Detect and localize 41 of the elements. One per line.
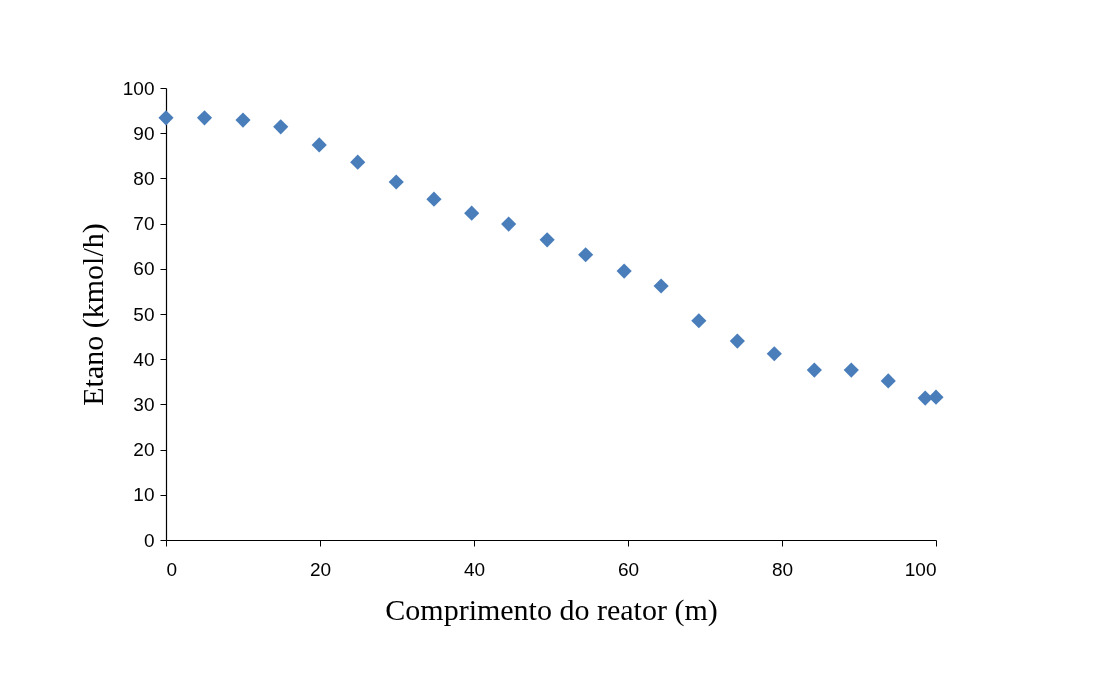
y-tick-label: 10 — [133, 484, 155, 506]
point — [729, 333, 745, 349]
y-axis-title: Etano (kmol/h) — [75, 223, 110, 406]
y-tick-label: 90 — [133, 122, 155, 144]
point — [880, 373, 896, 389]
point — [766, 346, 782, 362]
x-tick-label: 80 — [771, 558, 794, 580]
point — [350, 154, 366, 170]
y-tick-label: 40 — [133, 348, 155, 370]
point — [806, 362, 822, 378]
point — [578, 247, 594, 263]
point — [691, 313, 707, 329]
y-tick-label: 80 — [133, 167, 155, 189]
y-tick-label: 100 — [122, 77, 155, 99]
point — [158, 110, 174, 126]
x-tick-label: 0 — [166, 558, 178, 580]
point — [196, 110, 213, 126]
point — [928, 389, 944, 405]
y-tick-label: 20 — [133, 439, 155, 461]
x-tick-label: 20 — [309, 558, 332, 580]
point — [616, 263, 632, 279]
y-tick-label: 30 — [133, 393, 155, 415]
y-tick-label: 50 — [133, 303, 155, 325]
point — [843, 362, 859, 378]
point — [273, 119, 289, 135]
point — [426, 191, 442, 207]
point — [388, 174, 404, 190]
point — [464, 205, 480, 221]
x-tick-label: 40 — [463, 558, 486, 580]
x-axis-title: Comprimento do reator (m) — [385, 592, 718, 627]
point — [501, 216, 517, 232]
point — [539, 232, 555, 248]
point — [653, 278, 669, 294]
point — [235, 112, 251, 128]
x-tick-label: 100 — [904, 558, 937, 580]
point — [917, 390, 933, 406]
point — [311, 137, 327, 153]
y-tick-label: 70 — [133, 213, 155, 235]
y-tick-label: 0 — [143, 529, 155, 551]
x-tick-label: 60 — [617, 558, 640, 580]
y-tick-label: 60 — [133, 258, 155, 280]
